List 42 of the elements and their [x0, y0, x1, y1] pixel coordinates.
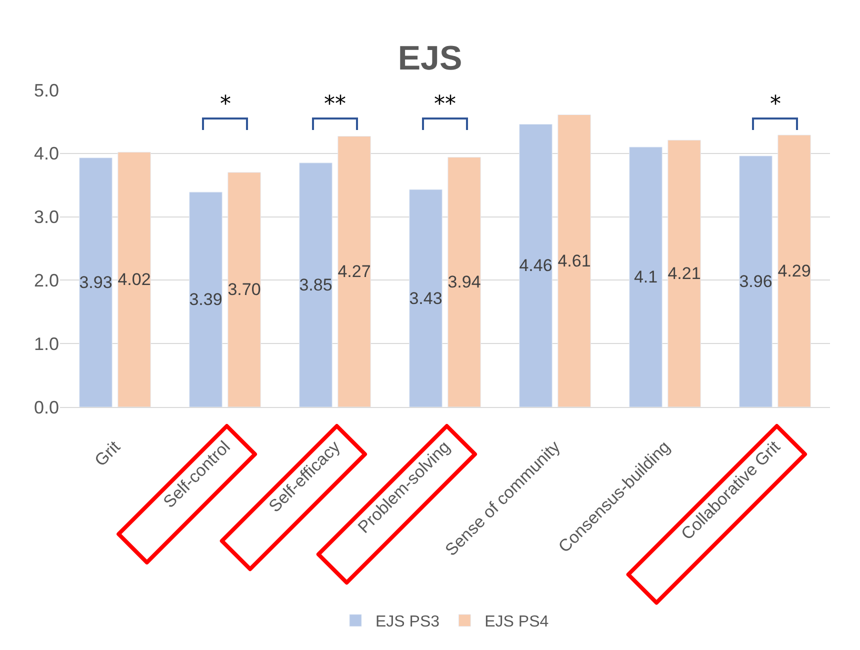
bar	[778, 134, 811, 407]
chart-title: EJS	[398, 39, 462, 78]
data-label: 4.21	[668, 264, 701, 284]
bar	[118, 152, 151, 407]
data-label: 3.85	[299, 275, 332, 294]
bar	[558, 114, 591, 407]
data-label: 3.94	[448, 272, 481, 292]
x-tick-label: Grit	[91, 437, 124, 470]
bar	[448, 156, 481, 407]
bar	[338, 136, 371, 407]
bar	[299, 162, 332, 407]
annotation: **	[434, 92, 456, 117]
legend-label: EJS PS3	[376, 614, 440, 631]
annotation: **	[324, 92, 346, 117]
annotation: *	[770, 92, 781, 117]
data-label: 3.43	[409, 288, 442, 308]
data-label: 4.29	[778, 262, 811, 281]
bar	[228, 172, 261, 407]
bar	[189, 192, 222, 407]
legend-label: EJS PS4	[484, 614, 549, 631]
data-label: 4.02	[118, 270, 151, 290]
bar	[519, 124, 552, 407]
data-label: 4.46	[519, 256, 552, 276]
bar	[668, 140, 701, 407]
annotation: *	[220, 92, 231, 117]
data-label: 4.1	[634, 268, 658, 287]
bar	[739, 156, 772, 407]
data-label: 4.27	[338, 262, 371, 282]
bar	[79, 158, 112, 407]
bar	[409, 189, 442, 407]
data-label: 3.70	[228, 280, 261, 300]
data-label: 3.93	[79, 272, 112, 292]
y-tick-label: 2.0	[34, 270, 59, 290]
y-tick-label: 0.0	[34, 397, 59, 418]
y-tick-label: 3.0	[34, 207, 59, 228]
y-tick-label: 4.0	[34, 144, 59, 164]
data-label: 3.39	[189, 290, 222, 310]
y-tick-label: 5.0	[34, 80, 59, 100]
data-label: 3.96	[739, 272, 772, 291]
bar	[629, 146, 662, 407]
data-label: 4.61	[558, 251, 591, 270]
y-tick-label: 1.0	[34, 334, 59, 354]
